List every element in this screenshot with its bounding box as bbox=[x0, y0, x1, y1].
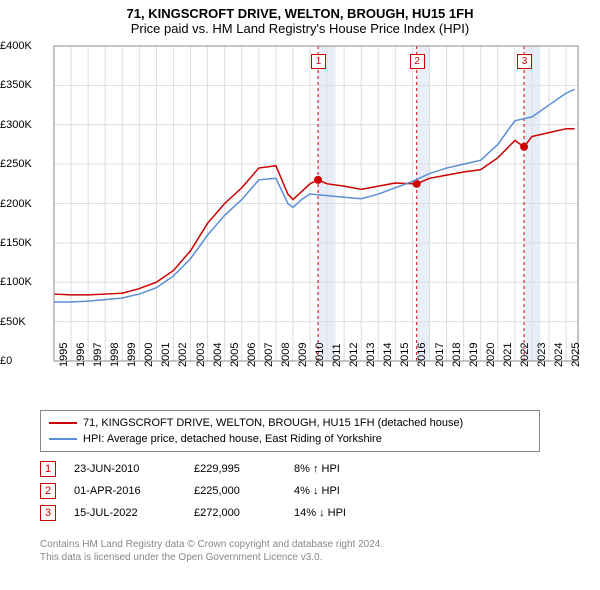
event-num-2: 2 bbox=[40, 483, 56, 499]
event-num-1: 1 bbox=[40, 461, 56, 477]
chart-container: 71, KINGSCROFT DRIVE, WELTON, BROUGH, HU… bbox=[0, 0, 600, 590]
legend-swatch-2 bbox=[49, 438, 77, 440]
x-tick-label: 2020 bbox=[485, 343, 497, 367]
x-tick-label: 2018 bbox=[451, 343, 463, 367]
event-pct-2: 4% ↓ HPI bbox=[294, 485, 394, 497]
x-tick-label: 2011 bbox=[331, 343, 343, 367]
event-price-1: £229,995 bbox=[194, 463, 294, 475]
event-row-3: 3 15-JUL-2022 £272,000 14% ↓ HPI bbox=[40, 502, 394, 524]
event-pct-1: 8% ↑ HPI bbox=[294, 463, 394, 475]
x-tick-label: 2006 bbox=[246, 343, 258, 367]
event-price-3: £272,000 bbox=[194, 507, 294, 519]
x-tick-label: 2010 bbox=[314, 343, 326, 367]
x-tick-label: 2007 bbox=[263, 343, 275, 367]
x-tick-label: 2004 bbox=[212, 343, 224, 367]
event-date-1: 23-JUN-2010 bbox=[74, 463, 194, 475]
x-tick-label: 1998 bbox=[109, 343, 121, 367]
x-tick-label: 2021 bbox=[502, 343, 514, 367]
legend-label-1: 71, KINGSCROFT DRIVE, WELTON, BROUGH, HU… bbox=[83, 417, 463, 429]
line-chart bbox=[0, 0, 588, 371]
event-num-3: 3 bbox=[40, 505, 56, 521]
x-tick-label: 2014 bbox=[382, 343, 394, 367]
x-tick-label: 1995 bbox=[58, 343, 70, 367]
event-price-2: £225,000 bbox=[194, 485, 294, 497]
x-tick-label: 2002 bbox=[177, 343, 189, 367]
x-tick-label: 2023 bbox=[536, 343, 548, 367]
x-tick-label: 1997 bbox=[92, 343, 104, 367]
legend-label-2: HPI: Average price, detached house, East… bbox=[83, 433, 382, 445]
event-pct-3: 14% ↓ HPI bbox=[294, 507, 394, 519]
x-tick-label: 1999 bbox=[126, 343, 138, 367]
x-tick-label: 2016 bbox=[416, 343, 428, 367]
legend-swatch-1 bbox=[49, 422, 77, 424]
x-tick-label: 2024 bbox=[553, 343, 565, 367]
legend-item-2: HPI: Average price, detached house, East… bbox=[49, 431, 531, 447]
x-tick-label: 2008 bbox=[280, 343, 292, 367]
x-tick-label: 2015 bbox=[399, 343, 411, 367]
x-tick-label: 2013 bbox=[365, 343, 377, 367]
event-date-3: 15-JUL-2022 bbox=[74, 507, 194, 519]
legend-item-1: 71, KINGSCROFT DRIVE, WELTON, BROUGH, HU… bbox=[49, 415, 531, 431]
x-tick-label: 2017 bbox=[434, 343, 446, 367]
event-marker-3: 3 bbox=[517, 54, 532, 69]
x-tick-label: 2009 bbox=[297, 343, 309, 367]
x-tick-label: 2019 bbox=[468, 343, 480, 367]
event-row-2: 2 01-APR-2016 £225,000 4% ↓ HPI bbox=[40, 480, 394, 502]
credits: Contains HM Land Registry data © Crown c… bbox=[40, 538, 383, 564]
x-tick-label: 2022 bbox=[519, 343, 531, 367]
x-tick-label: 2012 bbox=[348, 343, 360, 367]
x-tick-label: 2005 bbox=[229, 343, 241, 367]
x-tick-label: 1996 bbox=[75, 343, 87, 367]
x-tick-label: 2025 bbox=[570, 343, 582, 367]
event-date-2: 01-APR-2016 bbox=[74, 485, 194, 497]
credit-line-1: Contains HM Land Registry data © Crown c… bbox=[40, 538, 383, 551]
credit-line-2: This data is licensed under the Open Gov… bbox=[40, 551, 383, 564]
x-tick-label: 2000 bbox=[143, 343, 155, 367]
legend: 71, KINGSCROFT DRIVE, WELTON, BROUGH, HU… bbox=[40, 410, 540, 452]
x-tick-label: 2003 bbox=[195, 343, 207, 367]
x-tick-label: 2001 bbox=[160, 343, 172, 367]
event-marker-2: 2 bbox=[410, 54, 425, 69]
event-row-1: 1 23-JUN-2010 £229,995 8% ↑ HPI bbox=[40, 458, 394, 480]
events-table: 1 23-JUN-2010 £229,995 8% ↑ HPI 2 01-APR… bbox=[40, 458, 394, 524]
event-marker-1: 1 bbox=[311, 54, 326, 69]
